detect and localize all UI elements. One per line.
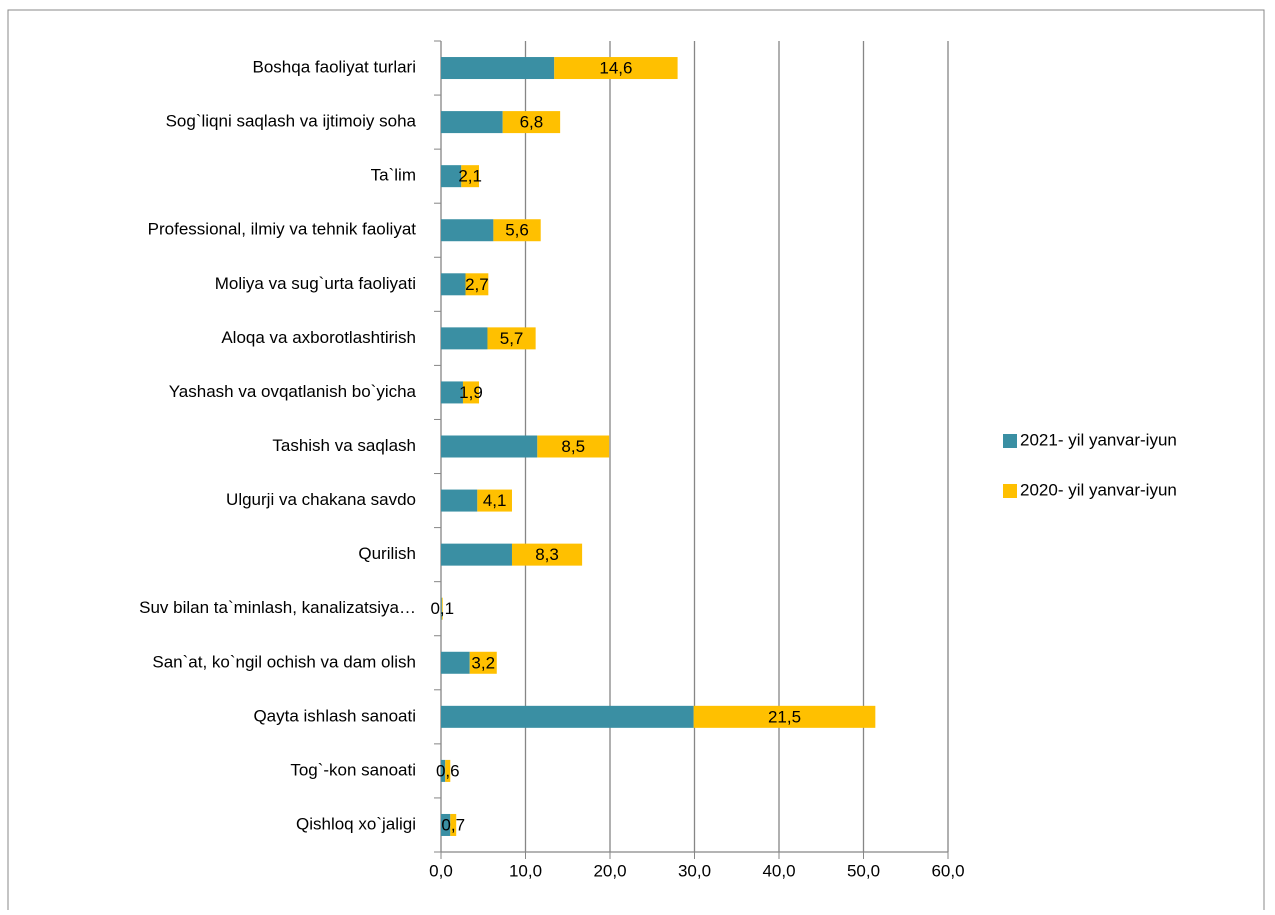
- bar-segment: [441, 273, 466, 296]
- data-label: 8,5: [561, 437, 585, 456]
- bar-segment: [441, 327, 488, 350]
- y-tick-label: Aloqa va axborotlashtirish: [221, 328, 416, 347]
- data-label: 2,1: [458, 167, 482, 186]
- bar-segment: [441, 165, 462, 188]
- x-tick-label: 30,0: [678, 861, 711, 880]
- bar-segment: [441, 705, 694, 728]
- data-label: 5,6: [505, 221, 529, 240]
- bar-segment: [441, 489, 478, 512]
- data-label: 6,8: [520, 113, 544, 132]
- bar-segment: [441, 381, 463, 404]
- bar-segment: [502, 111, 561, 134]
- bar-segment: [693, 705, 876, 728]
- x-tick-label: 20,0: [593, 861, 626, 880]
- bar-segment: [511, 543, 583, 566]
- x-tick-label: 10,0: [509, 861, 542, 880]
- legend-swatch: [1003, 434, 1017, 448]
- bar-segment: [441, 813, 451, 836]
- bar-segment: [441, 111, 503, 134]
- y-tick-label: Ta`lim: [371, 166, 416, 185]
- data-label: 4,1: [483, 491, 507, 510]
- legend-label: 2021- yil yanvar-iyun: [1020, 430, 1177, 449]
- bar-segment: [554, 57, 678, 80]
- x-tick-label: 50,0: [847, 861, 880, 880]
- data-label: 2,7: [465, 275, 489, 294]
- data-label: 0,1: [430, 599, 454, 618]
- bar-segment: [493, 219, 541, 242]
- bar-segment: [469, 651, 497, 674]
- data-label: 3,2: [471, 653, 495, 672]
- y-tick-label: Boshqa faoliyat turlari: [253, 58, 416, 77]
- bar-segment: [441, 57, 555, 80]
- bar-segment: [537, 435, 610, 458]
- data-label: 21,5: [768, 707, 801, 726]
- bar-segment: [477, 489, 512, 512]
- data-label: 0,6: [436, 761, 460, 780]
- bar-segment: [441, 435, 538, 458]
- y-tick-label: Suv bilan ta`minlash, kanalizatsiya…: [139, 598, 416, 617]
- y-tick-label: Professional, ilmiy va tehnik faoliyat: [148, 220, 417, 239]
- bar-segment: [441, 219, 494, 242]
- bar-segment: [445, 759, 451, 782]
- y-tick-label: Qishloq xo`jaligi: [296, 814, 416, 833]
- bar-segment: [441, 543, 512, 566]
- bar-segment: [487, 327, 536, 350]
- y-tick-label: Qayta ishlash sanoati: [253, 706, 416, 725]
- bar-segment: [441, 597, 442, 620]
- x-tick-label: 40,0: [762, 861, 795, 880]
- y-tick-label: Moliya va sug`urta faoliyati: [215, 274, 416, 293]
- legend-label: 2020- yil yanvar-iyun: [1020, 480, 1177, 499]
- bar-segment: [441, 597, 443, 620]
- legend-swatch: [1003, 484, 1017, 498]
- frame: [7, 9, 1265, 915]
- y-tick-label: Qurilish: [358, 544, 416, 563]
- bar-segment: [441, 759, 446, 782]
- data-label: 14,6: [599, 59, 632, 78]
- bar-segment: [450, 813, 457, 836]
- y-tick-label: Ulgurji va chakana savdo: [226, 490, 416, 509]
- bar-segment: [465, 273, 489, 296]
- data-label: 0,7: [441, 815, 465, 834]
- y-tick-label: Sog`liqni saqlash va ijtimoiy soha: [166, 112, 417, 131]
- y-tick-label: Tashish va saqlash: [272, 436, 416, 455]
- y-tick-label: Tog`-kon sanoati: [290, 760, 416, 779]
- data-label: 5,7: [500, 329, 524, 348]
- bar-segment: [461, 165, 480, 188]
- x-tick-label: 0,0: [429, 861, 453, 880]
- y-tick-label: San`at, ko`ngil ochish va dam olish: [152, 652, 416, 671]
- y-tick-label: Yashash va ovqatlanish bo`yicha: [169, 382, 417, 401]
- data-label: 1,9: [459, 383, 483, 402]
- bar-segment: [441, 651, 470, 674]
- x-tick-label: 60,0: [931, 861, 964, 880]
- data-label: 8,3: [535, 545, 559, 564]
- bar-segment: [462, 381, 480, 404]
